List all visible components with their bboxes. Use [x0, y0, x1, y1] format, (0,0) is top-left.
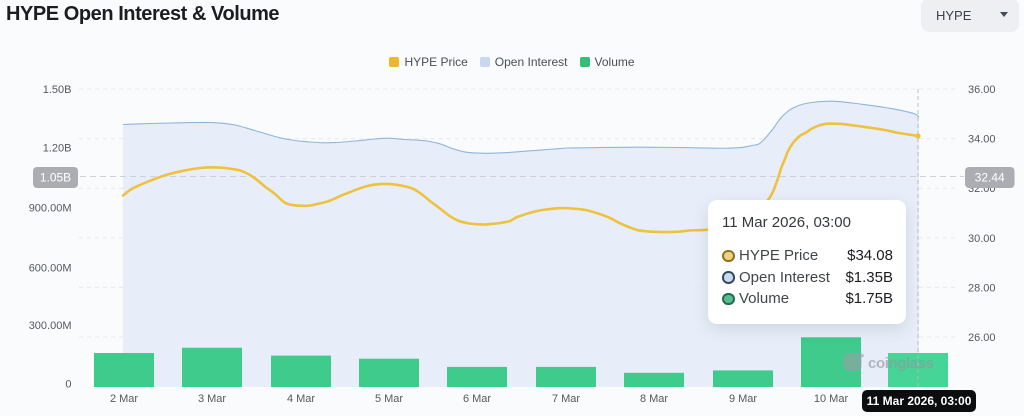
svg-text:34.00: 34.00	[968, 134, 996, 146]
svg-text:300.00M: 300.00M	[29, 320, 72, 332]
svg-text:coinglass: coinglass	[868, 355, 934, 372]
svg-text:8 Mar: 8 Mar	[640, 393, 668, 405]
svg-text:30.00: 30.00	[968, 233, 996, 245]
svg-text:26.00: 26.00	[968, 332, 996, 344]
svg-text:9 Mar: 9 Mar	[729, 393, 757, 405]
svg-text:3 Mar: 3 Mar	[198, 393, 226, 405]
svg-text:36.00: 36.00	[968, 84, 996, 96]
svg-text:32.44: 32.44	[975, 171, 1005, 185]
svg-text:600.00M: 600.00M	[29, 263, 72, 275]
svg-text:10 Mar: 10 Mar	[814, 393, 849, 405]
svg-text:900.00M: 900.00M	[29, 202, 72, 214]
svg-text:1.50B: 1.50B	[43, 84, 72, 96]
svg-text:0: 0	[65, 379, 71, 391]
svg-text:6 Mar: 6 Mar	[463, 393, 491, 405]
svg-text:7 Mar: 7 Mar	[552, 393, 580, 405]
svg-text:4 Mar: 4 Mar	[287, 393, 315, 405]
svg-text:28.00: 28.00	[968, 282, 996, 294]
svg-text:1.20B: 1.20B	[43, 142, 72, 154]
svg-text:1.05B: 1.05B	[40, 171, 71, 185]
svg-text:5 Mar: 5 Mar	[375, 393, 403, 405]
svg-text:2 Mar: 2 Mar	[110, 393, 138, 405]
